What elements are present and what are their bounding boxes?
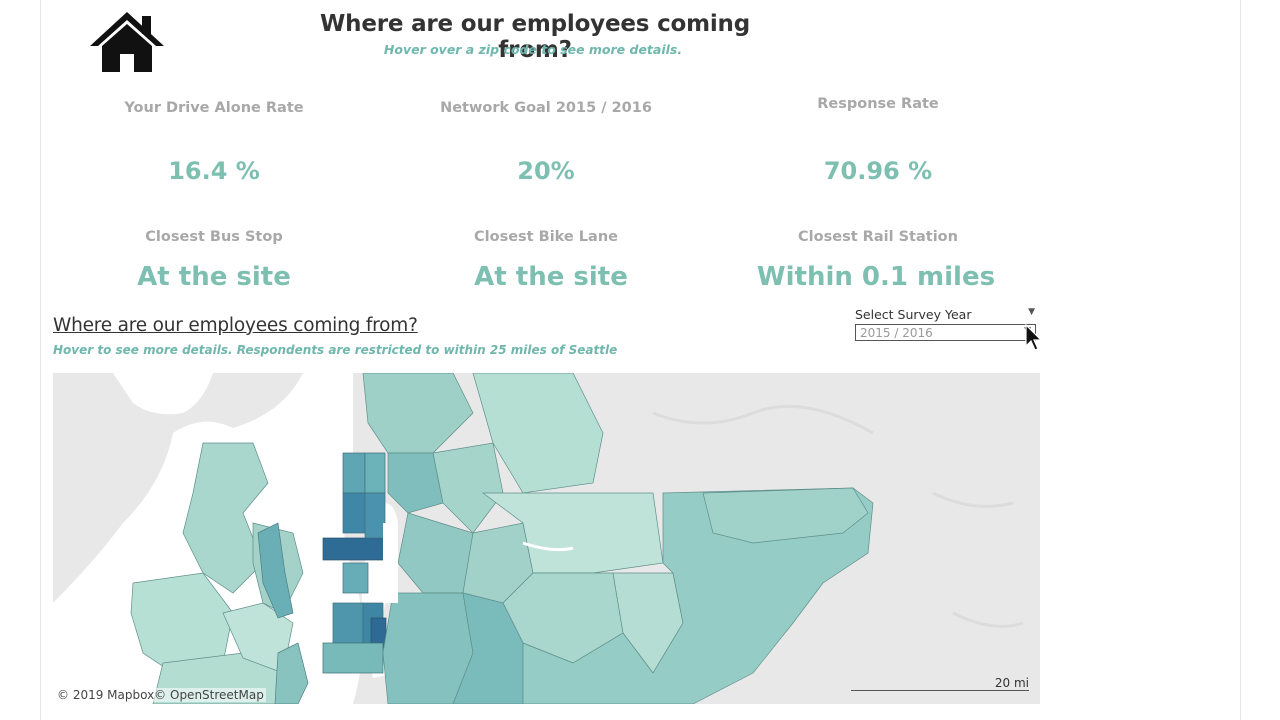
- mouse-pointer-icon: [1024, 323, 1044, 352]
- map-canvas[interactable]: [53, 373, 1040, 704]
- survey-year-select[interactable]: 2015 / 2016 ▼: [855, 324, 1036, 341]
- page-right-border: [1240, 0, 1241, 720]
- map-section-title: Where are our employees coming from?: [53, 315, 418, 336]
- kpi-label-response-rate: Response Rate: [817, 96, 939, 112]
- kpi-value-network-goal: 20%: [517, 157, 575, 185]
- survey-year-filter-label[interactable]: Select Survey Year ▼: [855, 307, 1037, 322]
- caret-down-icon[interactable]: ▼: [1028, 307, 1035, 317]
- scale-line: [851, 690, 1029, 691]
- map-section-subtitle: Hover to see more details. Respondents a…: [53, 343, 618, 357]
- zip-code-map[interactable]: © 2019 Mapbox© OpenStreetMap 20 mi: [53, 373, 1040, 704]
- survey-year-label-text: Select Survey Year: [855, 307, 972, 322]
- scale-label: 20 mi: [994, 676, 1029, 690]
- kpi-value-response-rate: 70.96 %: [823, 157, 933, 185]
- home-icon[interactable]: [88, 10, 166, 74]
- kpi-value-drive-alone: 16.4 %: [168, 157, 260, 185]
- transit-value-bus: At the site: [137, 262, 291, 292]
- transit-label-rail: Closest Rail Station: [798, 229, 958, 245]
- transit-label-bike: Closest Bike Lane: [474, 229, 618, 245]
- page-left-border: [40, 0, 41, 720]
- survey-year-selected-value: 2015 / 2016: [860, 326, 933, 340]
- kpi-label-drive-alone: Your Drive Alone Rate: [124, 100, 304, 116]
- kpi-label-network-goal: Network Goal 2015 / 2016: [440, 100, 652, 116]
- map-scale-bar: 20 mi: [851, 675, 1029, 691]
- page-subtitle: Hover over a zip code to see more detail…: [383, 42, 683, 57]
- transit-value-rail: Within 0.1 miles: [756, 262, 996, 292]
- transit-value-bike: At the site: [474, 262, 628, 292]
- map-attribution: © 2019 Mapbox© OpenStreetMap: [55, 688, 266, 702]
- transit-label-bus: Closest Bus Stop: [145, 229, 283, 245]
- page-title: Where are our employees coming from?: [319, 11, 750, 63]
